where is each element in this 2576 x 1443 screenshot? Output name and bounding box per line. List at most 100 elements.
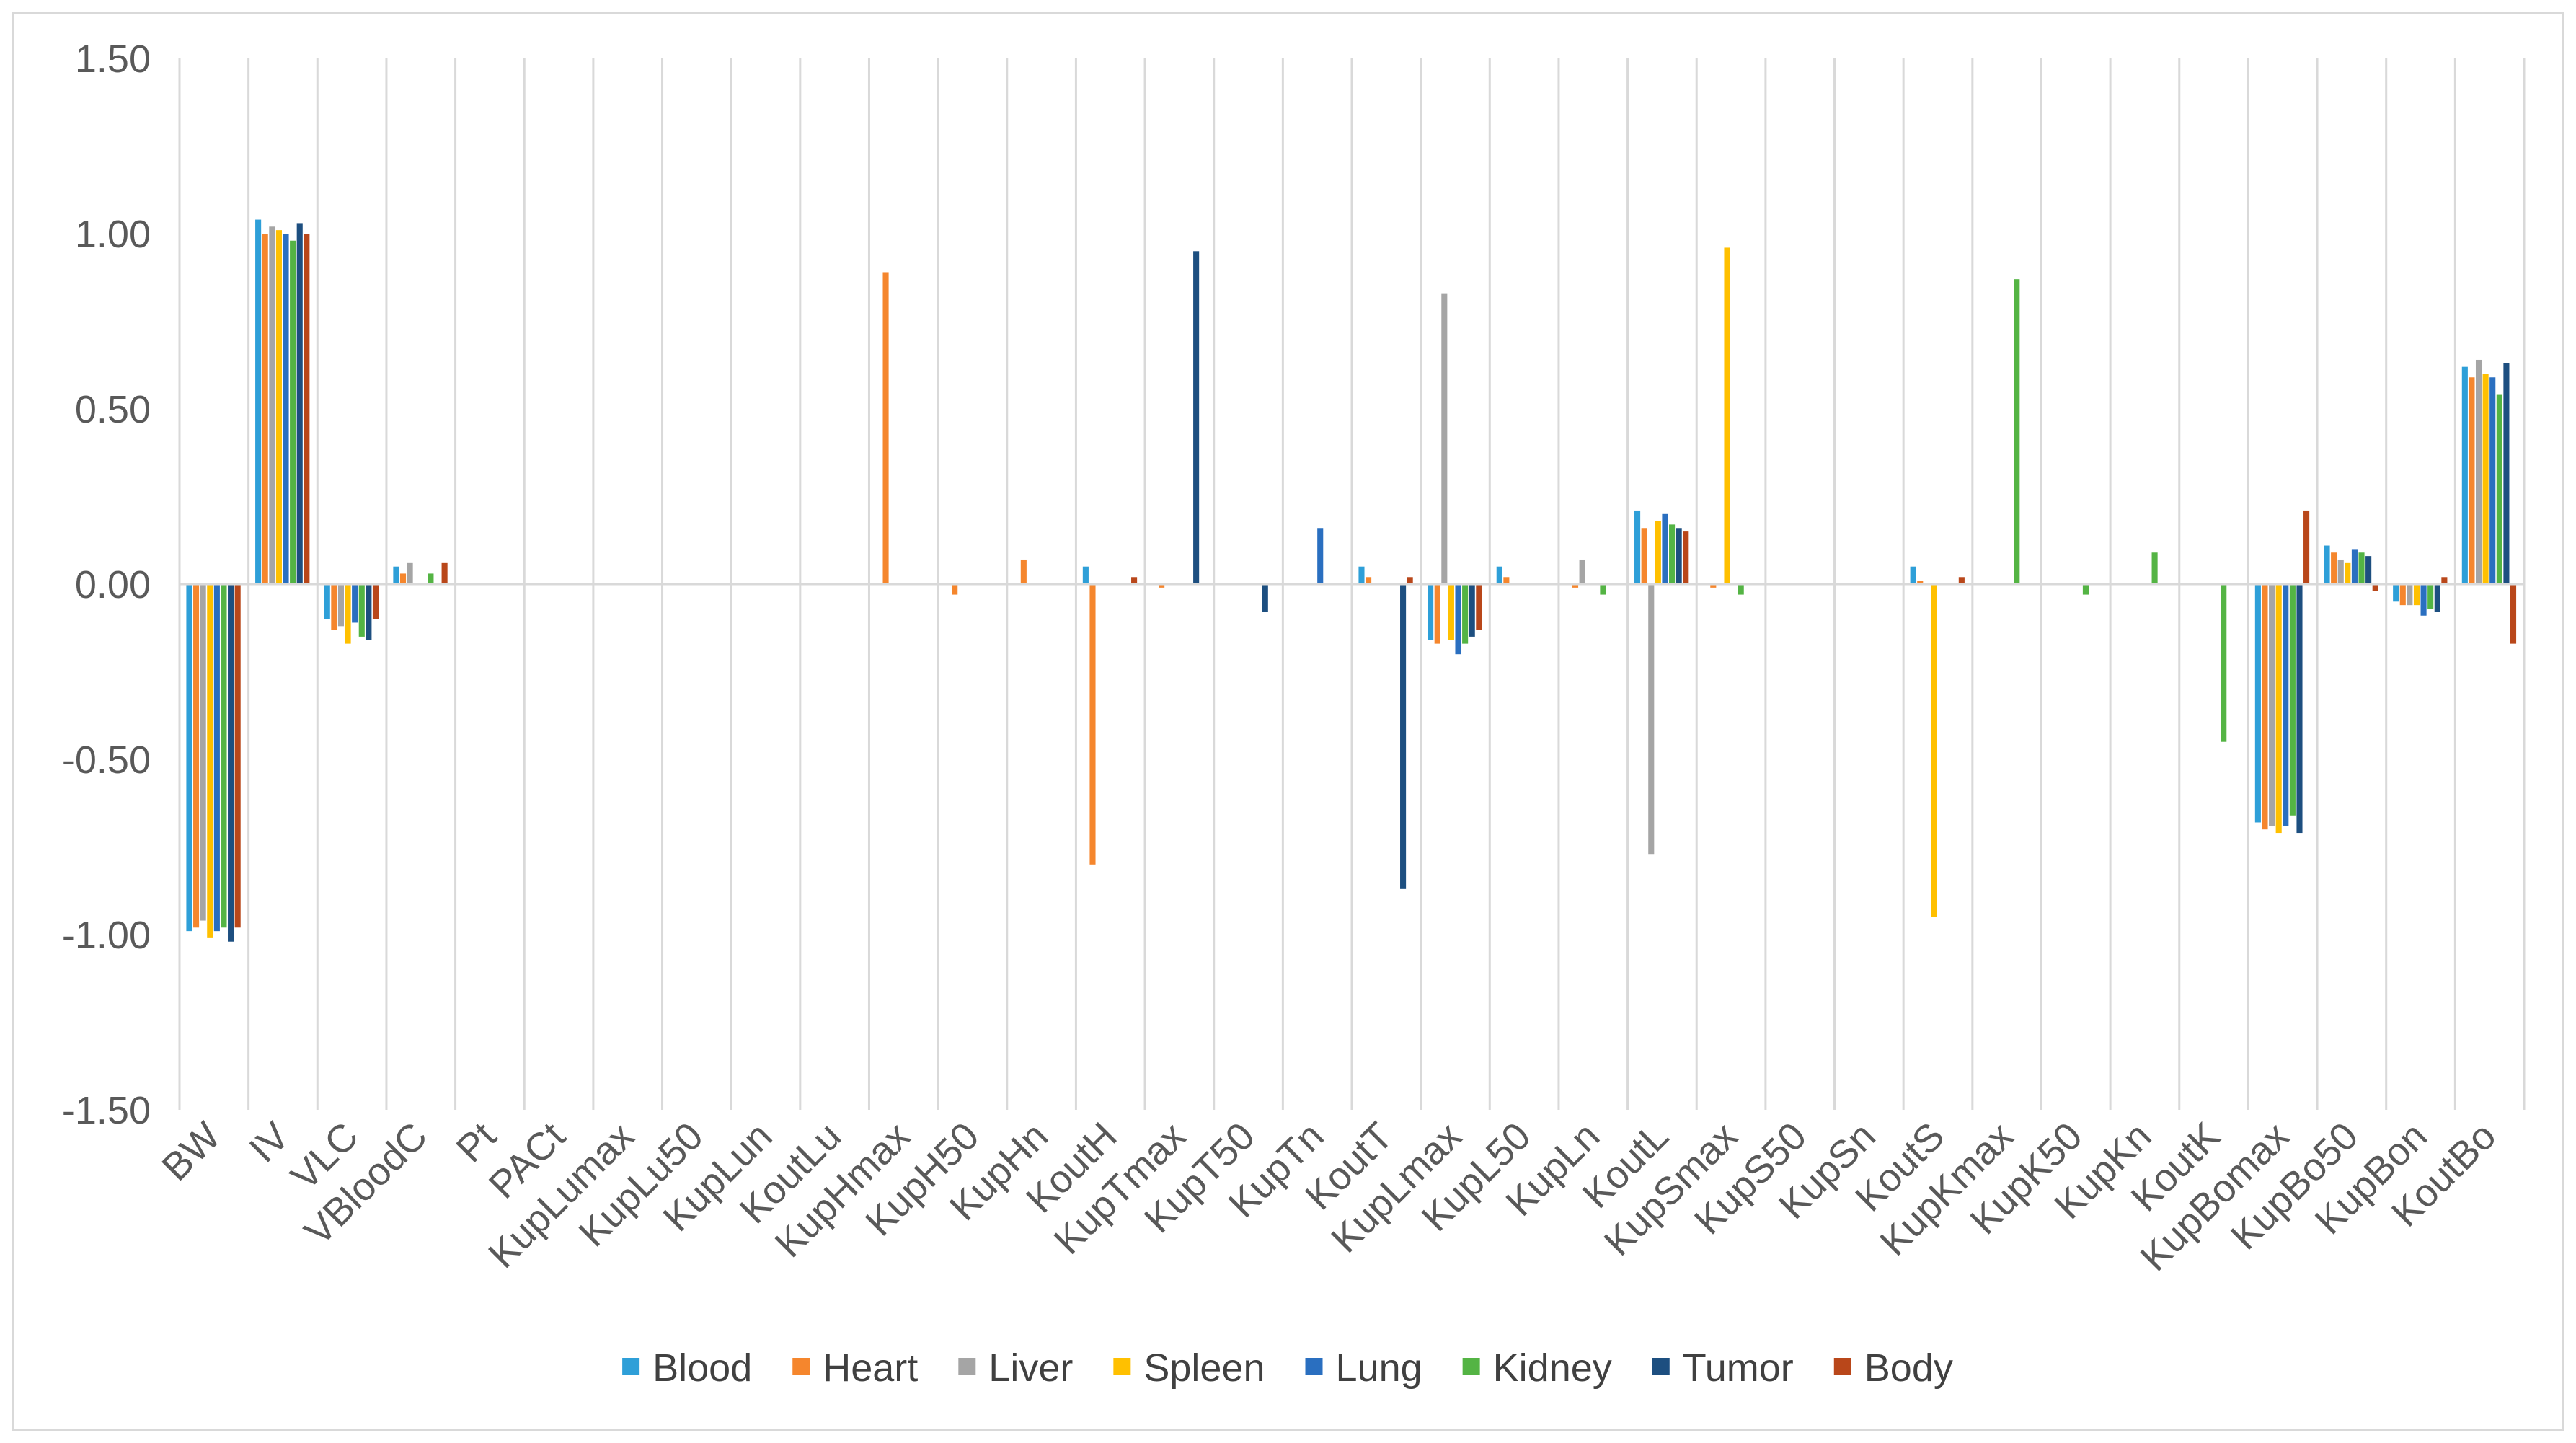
legend-swatch-body bbox=[1833, 1358, 1851, 1375]
bar-body-iv bbox=[304, 234, 310, 584]
bar-spleen-vlc bbox=[345, 584, 351, 644]
x-tick-label: BW bbox=[154, 1114, 229, 1189]
bar-kidney-kupbo50 bbox=[2358, 552, 2365, 584]
bar-tumor-kupbomax bbox=[2296, 584, 2303, 834]
bar-kidney-iv bbox=[290, 240, 296, 584]
bar-kidney-kupk50 bbox=[2082, 584, 2089, 595]
bar-tumor-kuptmax bbox=[1193, 251, 1200, 584]
bar-blood-iv bbox=[255, 219, 262, 584]
chart-frame: 1.50 1.00 0.50 0.00 -0.50 -1.00 -1.50 BW IV VLC VB… bbox=[12, 12, 2564, 1431]
bar-spleen-bw bbox=[207, 584, 213, 938]
bar-lung-koutl bbox=[1662, 513, 1668, 584]
bar-lung-kupbo50 bbox=[2351, 549, 2358, 584]
bar-spleen-koutl bbox=[1655, 521, 1661, 584]
bars bbox=[186, 219, 2517, 942]
bar-lung-bw bbox=[213, 584, 220, 932]
bar-kidney-kupbomax bbox=[2289, 584, 2296, 816]
bar-liver-iv bbox=[269, 226, 275, 584]
legend-swatch-blood bbox=[622, 1358, 640, 1375]
bar-kidney-vlc bbox=[358, 584, 365, 637]
legend: Blood Heart Liver Spleen Lung Kidney Tumor Body bbox=[622, 1346, 1953, 1390]
bar-body-kupbon bbox=[2441, 577, 2448, 584]
bar-spleen-kupbomax bbox=[2275, 584, 2282, 834]
bar-blood-koutt bbox=[1358, 566, 1365, 584]
bar-kidney-kupsmax bbox=[1738, 584, 1744, 595]
bar-kidney-kupbon bbox=[2427, 584, 2434, 609]
bar-blood-koutbo bbox=[2461, 366, 2468, 584]
legend-swatch-lung bbox=[1305, 1358, 1323, 1375]
bar-kidney-kupkn bbox=[2151, 552, 2158, 584]
bar-lung-iv bbox=[283, 234, 289, 584]
bar-body-kuplmax bbox=[1476, 584, 1482, 630]
bar-liver-vlc bbox=[337, 584, 345, 627]
bar-liver-koutbo bbox=[2475, 359, 2482, 584]
bar-heart-kuph50 bbox=[952, 584, 958, 595]
bar-body-kupbomax bbox=[2303, 510, 2310, 584]
bar-heart-koutt bbox=[1366, 577, 1372, 584]
bar-heart-kouth bbox=[1089, 584, 1096, 865]
bar-spleen-kupsmax bbox=[1724, 247, 1730, 584]
bar-lung-kupbon bbox=[2420, 584, 2427, 616]
legend-swatch-kidney bbox=[1462, 1358, 1480, 1375]
bar-body-kupbo50 bbox=[2372, 584, 2378, 591]
bar-kidney-kupkmax bbox=[2014, 279, 2020, 584]
bar-heart-kouts bbox=[1917, 581, 1924, 584]
bar-heart-kuptmax bbox=[1159, 584, 1165, 588]
bar-lung-kuptn bbox=[1317, 528, 1324, 584]
bar-spleen-kupbo50 bbox=[2345, 562, 2351, 584]
bar-lung-vlc bbox=[352, 584, 358, 623]
bar-heart-kuplmax bbox=[1434, 584, 1440, 644]
bar-kidney-koutk bbox=[2221, 584, 2227, 742]
y-tick-label: -1.50 bbox=[62, 1089, 151, 1132]
bar-tumor-iv bbox=[296, 223, 303, 584]
bar-body-koutl bbox=[1683, 531, 1689, 584]
bar-body-vbloodc bbox=[441, 562, 448, 584]
bar-liver-kupbon bbox=[2407, 584, 2413, 606]
bar-spleen-kupbon bbox=[2413, 584, 2420, 606]
bar-lung-kuplmax bbox=[1455, 584, 1461, 655]
bar-body-vlc bbox=[372, 584, 379, 619]
bar-spleen-kouts bbox=[1931, 584, 1937, 917]
bar-blood-koutl bbox=[1634, 510, 1641, 584]
y-tick-label: 1.50 bbox=[75, 37, 151, 81]
bar-tumor-kupbo50 bbox=[2365, 556, 2372, 584]
bar-blood-vbloodc bbox=[393, 566, 399, 584]
bar-lung-kupbomax bbox=[2283, 584, 2289, 826]
bar-spleen-iv bbox=[275, 230, 282, 584]
bar-spleen-koutbo bbox=[2482, 374, 2489, 584]
y-tick-label: 0.00 bbox=[75, 563, 151, 606]
bar-tumor-koutt bbox=[1400, 584, 1407, 889]
bar-tumor-koutl bbox=[1676, 528, 1682, 584]
bar-heart-kuphn bbox=[1020, 559, 1027, 584]
bar-lung-koutbo bbox=[2489, 377, 2496, 584]
bar-liver-koutl bbox=[1648, 584, 1655, 855]
legend-label-spleen: Spleen bbox=[1143, 1346, 1265, 1390]
bar-tumor-kuplmax bbox=[1469, 584, 1475, 637]
y-tick-label: -1.00 bbox=[62, 914, 151, 957]
legend-label-lung: Lung bbox=[1336, 1346, 1422, 1390]
bar-tumor-bw bbox=[228, 584, 234, 942]
bar-body-koutbo bbox=[2510, 584, 2517, 644]
bar-heart-kuphmax bbox=[882, 272, 889, 584]
bar-blood-kouth bbox=[1082, 566, 1089, 584]
bar-blood-kupl50 bbox=[1496, 566, 1502, 584]
bar-body-kouts bbox=[1958, 577, 1965, 584]
bar-body-bw bbox=[234, 584, 241, 928]
y-tick-label: -0.50 bbox=[62, 738, 151, 782]
bar-kidney-koutl bbox=[1669, 524, 1676, 584]
legend-swatch-heart bbox=[792, 1358, 810, 1375]
bar-liver-vbloodc bbox=[407, 562, 413, 584]
bar-blood-kupbomax bbox=[2254, 584, 2261, 823]
bar-liver-kuplmax bbox=[1441, 293, 1448, 584]
bar-heart-kupbo50 bbox=[2331, 552, 2337, 584]
bar-liver-bw bbox=[200, 584, 206, 921]
bar-heart-vbloodc bbox=[399, 573, 407, 584]
bar-kidney-kupln bbox=[1600, 584, 1606, 595]
bar-tumor-vlc bbox=[366, 584, 372, 640]
bar-blood-kuplmax bbox=[1428, 584, 1434, 640]
bar-blood-vlc bbox=[324, 584, 330, 619]
bar-heart-koutl bbox=[1641, 528, 1647, 584]
bar-blood-kupbon bbox=[2393, 584, 2399, 602]
